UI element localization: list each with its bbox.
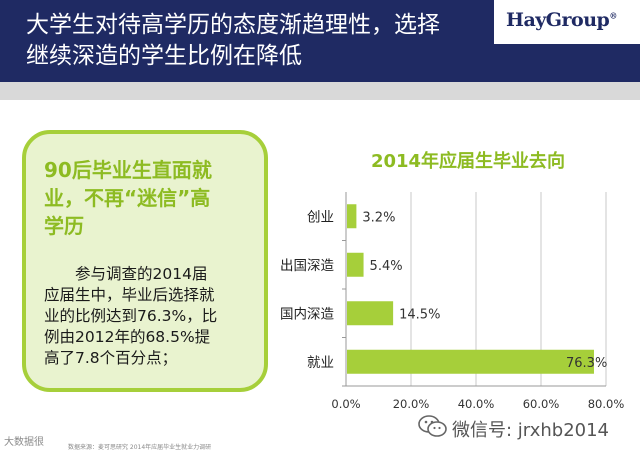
- source-note: 数据来源：麦可思研究 2014年应届毕业生就业力调研: [68, 444, 212, 451]
- x-tick-label: 80.0%: [588, 397, 625, 411]
- header-sub-band: [0, 82, 640, 100]
- bar: [347, 349, 594, 374]
- category-label: 就业: [307, 355, 334, 371]
- callout-headline-line-1: 90后毕业生直面就: [44, 158, 212, 182]
- header-bar: 大学生对待高学历的态度渐趋理性，选择 继续深造的学生比例在降低 HayGroup…: [0, 0, 640, 82]
- bars: [347, 204, 594, 374]
- haygroup-logo: HayGroup®: [494, 0, 640, 44]
- labels: 创业 3.2% 出国深造 5.4% 国内深造 14.5% 就业 76.3%: [280, 209, 607, 371]
- callout-body-line-3: 业的比例达到76.3%，比: [44, 307, 218, 325]
- bar: [347, 204, 357, 229]
- callout-box: 90后毕业生直面就 业，不再“迷信”高 学历 参与调查的2014届 应届生中，毕…: [22, 130, 268, 392]
- callout-body-line-1: 参与调查的2014届: [44, 265, 208, 283]
- wechat-icon: [418, 415, 447, 437]
- category-label: 创业: [307, 209, 334, 225]
- value-label: 14.5%: [399, 307, 440, 322]
- x-tick-label: 20.0%: [393, 397, 430, 411]
- watermark-left: 大数据很: [4, 437, 44, 448]
- value-label: 3.2%: [362, 210, 395, 225]
- category-label: 国内深造: [280, 306, 334, 322]
- category-label: 出国深造: [280, 258, 334, 274]
- bar: [347, 301, 394, 326]
- callout-headline: 90后毕业生直面就 业，不再“迷信”高 学历: [44, 156, 264, 240]
- callout-body: 参与调查的2014届 应届生中，毕业后选择就 业的比例达到76.3%，比 例由2…: [44, 264, 266, 369]
- axes: 0.0% 20.0% 40.0% 60.0% 80.0%: [331, 192, 624, 411]
- callout-headline-line-3: 学历: [44, 214, 84, 238]
- chart-title: 2014年应届生毕业去向: [371, 150, 565, 172]
- value-label: 5.4%: [370, 259, 403, 274]
- page-title: 大学生对待高学历的态度渐趋理性，选择 继续深造的学生比例在降低: [26, 10, 466, 72]
- callout-body-line-5: 高了7.8个百分点；: [44, 349, 178, 367]
- bar: [347, 252, 364, 277]
- x-tick-label: 60.0%: [523, 397, 560, 411]
- page-title-line-2: 继续深造的学生比例在降低: [26, 43, 302, 69]
- wechat-id-text: 微信号: jrxhb2014: [452, 420, 609, 441]
- registered-mark: ®: [609, 10, 617, 21]
- callout-body-line-4: 例由2012年的68.5%提: [44, 328, 211, 346]
- value-label: 76.3%: [566, 356, 607, 371]
- callout-headline-line-2: 业，不再“迷信”高: [44, 186, 211, 210]
- page-title-line-1: 大学生对待高学历的态度渐趋理性，选择: [26, 12, 440, 38]
- x-tick-label: 40.0%: [458, 397, 495, 411]
- callout-body-line-2: 应届生中，毕业后选择就: [44, 286, 215, 304]
- wechat-watermark: 微信号: jrxhb2014: [418, 414, 636, 441]
- logo-text: HayGroup®: [506, 9, 617, 31]
- x-tick-label: 0.0%: [331, 397, 360, 411]
